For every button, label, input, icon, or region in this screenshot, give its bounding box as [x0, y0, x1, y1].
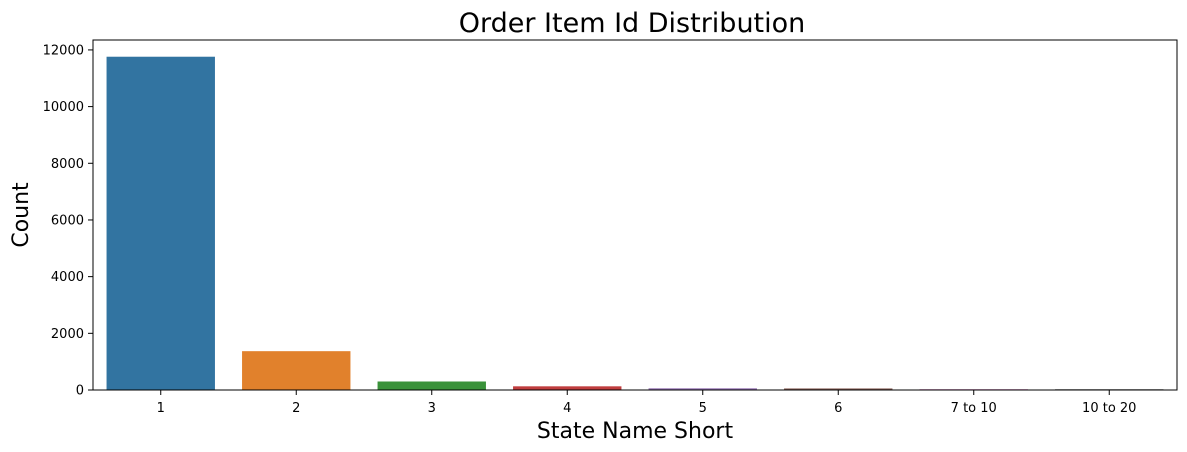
y-tick-label: 2000	[51, 327, 84, 342]
x-tick-label: 2	[292, 401, 300, 416]
x-tick-label: 10 to 20	[1082, 401, 1136, 416]
chart-title: Order Item Id Distribution	[459, 8, 806, 39]
bar-1	[106, 56, 215, 390]
bars-group	[106, 56, 1164, 390]
y-tick-label: 4000	[51, 270, 84, 285]
x-tick-label: 5	[699, 401, 707, 416]
x-tick-label: 4	[563, 401, 571, 416]
bar-6	[784, 388, 893, 390]
y-axis: 0 2000 4000 6000 8000 10000 12000	[43, 43, 93, 399]
plot-frame	[92, 39, 1178, 391]
y-tick-label: 10000	[43, 100, 84, 115]
x-tick-label: 6	[834, 401, 842, 416]
y-tick-label: 8000	[51, 157, 84, 172]
bar-5	[648, 388, 757, 390]
bar-4	[513, 386, 622, 390]
x-tick-label: 3	[428, 401, 436, 416]
y-tick-label: 0	[76, 384, 84, 399]
x-axis-title: State Name Short	[537, 419, 734, 444]
y-axis-title: Count	[9, 182, 34, 248]
y-tick-label: 6000	[51, 213, 84, 228]
y-tick-label: 12000	[43, 43, 84, 58]
x-tick-label: 1	[157, 401, 165, 416]
bar-3	[377, 381, 486, 390]
x-tick-label: 7 to 10	[951, 401, 997, 416]
bar-2	[242, 351, 351, 390]
x-axis: 1 2 3 4 5 6 7 to 10 10 to 20	[157, 390, 1136, 416]
